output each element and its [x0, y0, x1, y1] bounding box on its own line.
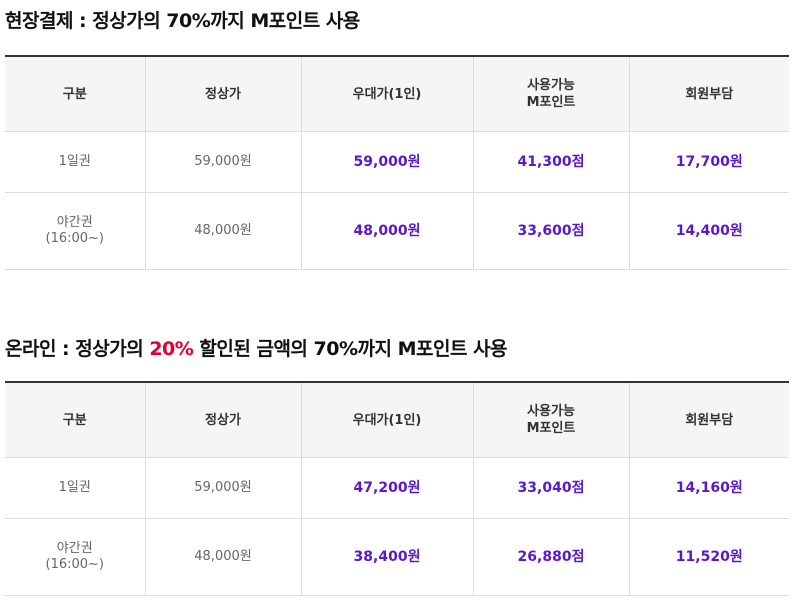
heading-highlight: 20%	[149, 338, 194, 360]
discount-price: 38,400원	[301, 518, 474, 596]
header-category: 구분	[5, 56, 146, 132]
heading-prefix: 온라인 : 정상가의	[5, 338, 150, 360]
header-regular-price: 정상가	[145, 382, 302, 458]
header-member-charge: 회원부담	[629, 382, 789, 458]
discount-price: 48,000원	[301, 192, 474, 270]
header-member-charge: 회원부담	[629, 56, 789, 132]
online-payment-heading: 온라인 : 정상가의 20% 할인된 금액의 70%까지 M포인트 사용	[5, 332, 507, 366]
table-header-row: 구분 정상가 우대가(1인) 사용가능 M포인트 회원부담	[5, 56, 789, 132]
member-charge: 14,400원	[629, 192, 789, 270]
table-row: 1일권 59,000원 47,200원 33,040점 14,160원	[5, 457, 789, 519]
discount-price: 47,200원	[301, 457, 474, 519]
ticket-type: 1일권	[5, 457, 146, 519]
usable-points: 33,600점	[473, 192, 630, 270]
table-row: 1일권 59,000원 59,000원 41,300점 17,700원	[5, 131, 789, 193]
ticket-type: 야간권 (16:00~)	[5, 192, 146, 270]
usable-points: 26,880점	[473, 518, 630, 596]
regular-price: 59,000원	[145, 131, 302, 193]
header-usable-points: 사용가능 M포인트	[473, 382, 630, 458]
header-discount-price: 우대가(1인)	[301, 56, 474, 132]
header-discount-price: 우대가(1인)	[301, 382, 474, 458]
regular-price: 48,000원	[145, 518, 302, 596]
ticket-type: 야간권 (16:00~)	[5, 518, 146, 596]
table-row: 야간권 (16:00~) 48,000원 48,000원 33,600점 14,…	[5, 192, 789, 270]
header-category: 구분	[5, 382, 146, 458]
header-regular-price: 정상가	[145, 56, 302, 132]
onsite-payment-heading: 현장결제 : 정상가의 70%까지 M포인트 사용	[5, 10, 360, 32]
member-charge: 11,520원	[629, 518, 789, 596]
heading-suffix: 할인된 금액의 70%까지 M포인트 사용	[193, 338, 507, 360]
header-usable-points: 사용가능 M포인트	[473, 56, 630, 132]
online-price-table: 구분 정상가 우대가(1인) 사용가능 M포인트 회원부담 1일권 59,000…	[5, 381, 789, 596]
ticket-type: 1일권	[5, 131, 146, 193]
table-header-row: 구분 정상가 우대가(1인) 사용가능 M포인트 회원부담	[5, 382, 789, 458]
regular-price: 48,000원	[145, 192, 302, 270]
onsite-price-table: 구분 정상가 우대가(1인) 사용가능 M포인트 회원부담 1일권 59,000…	[5, 55, 789, 270]
member-charge: 17,700원	[629, 131, 789, 193]
usable-points: 41,300점	[473, 131, 630, 193]
table-row: 야간권 (16:00~) 48,000원 38,400원 26,880점 11,…	[5, 518, 789, 596]
usable-points: 33,040점	[473, 457, 630, 519]
discount-price: 59,000원	[301, 131, 474, 193]
regular-price: 59,000원	[145, 457, 302, 519]
member-charge: 14,160원	[629, 457, 789, 519]
